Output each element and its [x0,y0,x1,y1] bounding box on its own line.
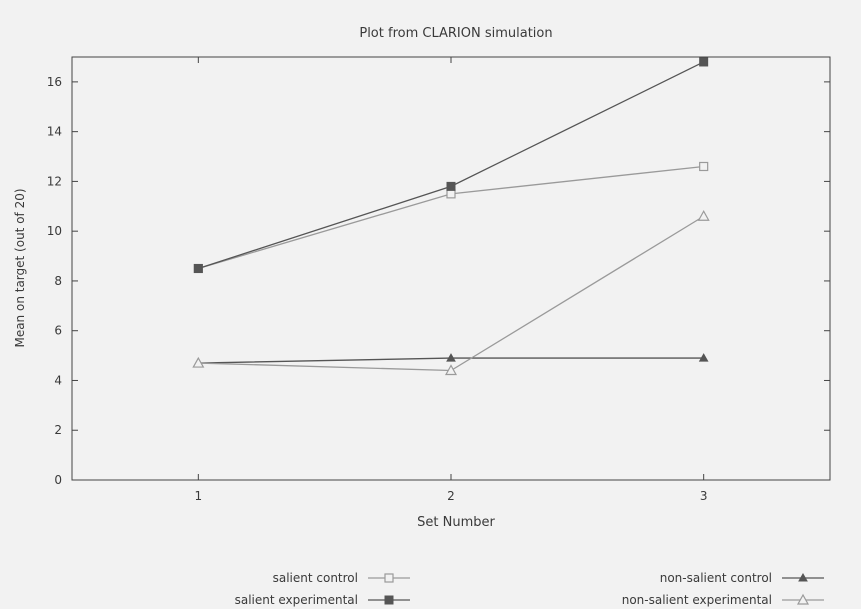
y-tick-label: 2 [54,423,62,437]
y-axis-label: Mean on target (out of 20) [13,188,27,347]
legend-marker [798,572,808,582]
y-tick-label: 12 [47,174,62,188]
legend-label: non-salient control [660,571,772,585]
data-point [192,356,205,368]
data-point [446,181,456,191]
data-point [444,364,458,376]
legend-label: non-salient experimental [622,593,772,607]
legend-marker [384,573,394,583]
y-tick-label: 4 [54,373,62,387]
x-tick-label: 3 [700,489,708,503]
y-tick-label: 16 [47,75,62,89]
series-group [192,57,710,376]
x-tick-label: 2 [447,489,455,503]
data-point [193,264,203,273]
data-point [699,57,709,67]
y-tick-label: 8 [54,274,62,288]
data-point [446,189,456,199]
legend-marker [796,593,810,605]
data-point [697,210,710,221]
legend-entry: non-salient experimental [622,593,824,607]
x-axis-label: Set Number [417,515,495,530]
data-point [699,161,709,172]
y-tick-label: 10 [47,224,62,238]
x-tick-label: 1 [195,489,203,503]
legend-entry: non-salient control [660,571,824,585]
legend-label: salient experimental [235,593,358,607]
series-salient-experimental [193,57,709,273]
legend-entry: salient control [273,571,410,585]
legend-label: salient control [273,571,358,585]
series-non-salient-experimental [192,210,710,376]
legend: salient control salient experimental non-s… [235,571,824,607]
y-tick-label: 14 [47,125,62,139]
legend-entry: salient experimental [235,593,410,607]
data-point [698,353,709,362]
legend-marker [384,595,394,605]
y-tick-label: 0 [54,473,62,487]
data-point [446,353,456,362]
y-axis: 0 2 4 6 8 10 12 14 16 [47,75,830,487]
y-tick-label: 6 [54,324,62,338]
chart-title: Plot from CLARION simulation [359,26,552,41]
